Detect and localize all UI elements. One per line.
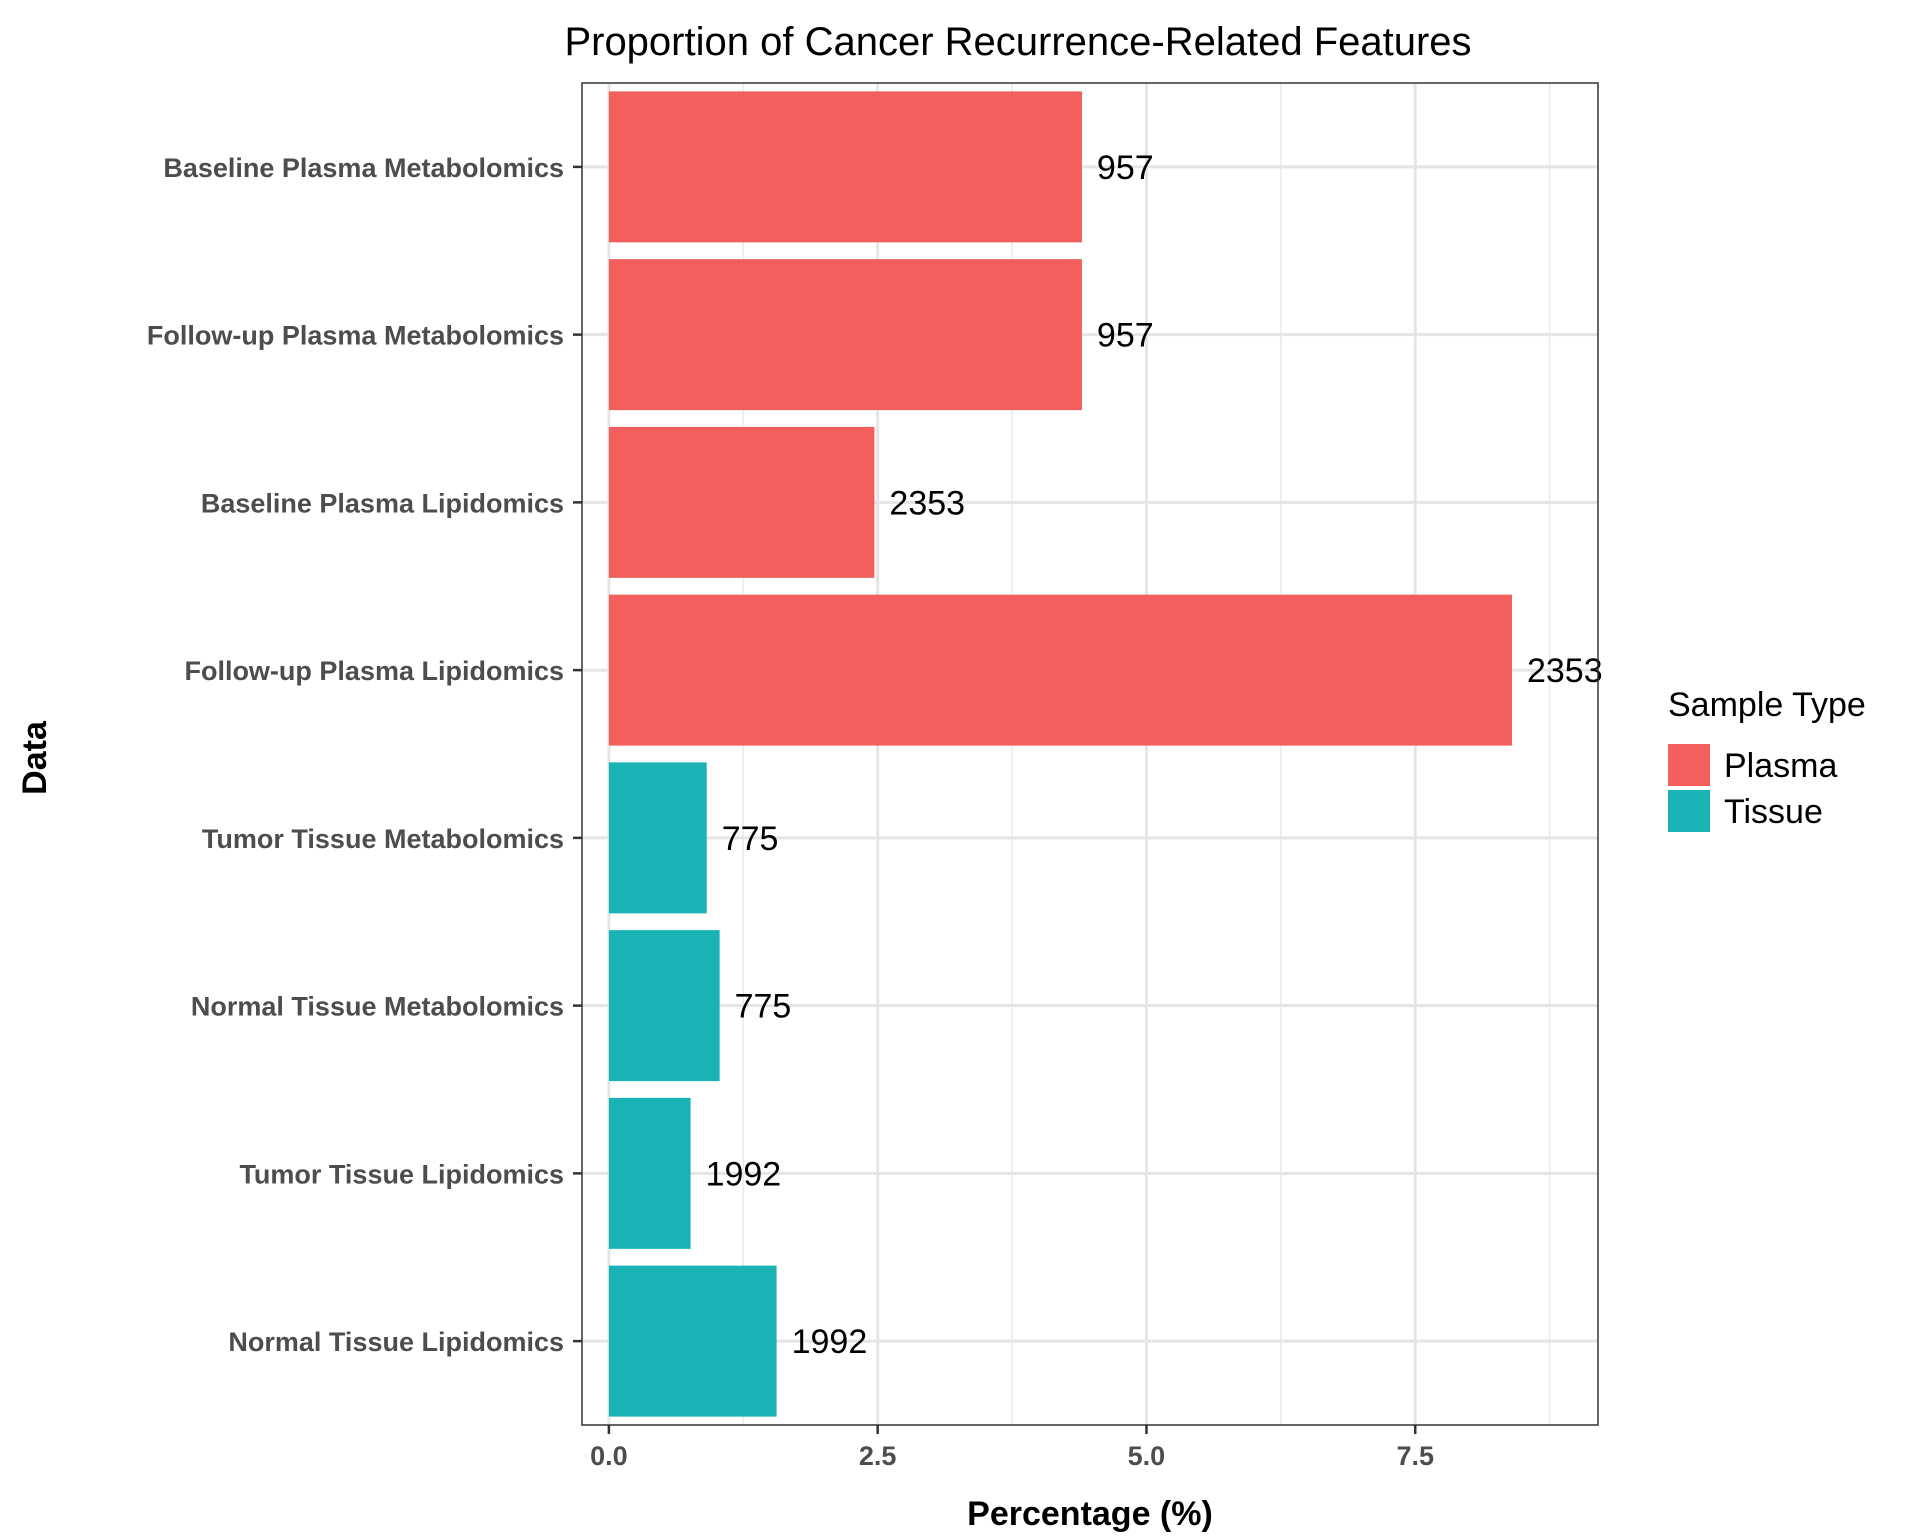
data-label: 2353 — [889, 484, 965, 522]
y-tick-label: Normal Tissue Metabolomics — [191, 992, 564, 1022]
x-tick-label: 0.0 — [590, 1441, 628, 1471]
plot-border — [581, 82, 1599, 1426]
data-labels: 957 957 2353 2353 775 775 1992 1992 — [706, 149, 1603, 1361]
bar — [608, 426, 875, 578]
y-axis: Baseline Plasma Metabolomics Follow-up Pl… — [147, 153, 582, 1357]
data-label: 2353 — [1527, 652, 1603, 690]
data-label: 1992 — [792, 1323, 868, 1361]
bar — [608, 91, 1082, 243]
bar — [608, 1265, 777, 1417]
bar — [608, 594, 1512, 746]
bar — [608, 762, 707, 914]
y-tick-label: Baseline Plasma Metabolomics — [163, 153, 564, 183]
legend-items: Plasma Tissue — [1668, 744, 1837, 832]
data-label: 957 — [1097, 149, 1154, 187]
legend-swatch — [1668, 790, 1710, 832]
y-tick-label: Follow-up Plasma Lipidomics — [184, 656, 564, 686]
y-tick-label: Normal Tissue Lipidomics — [228, 1327, 564, 1357]
legend-label: Tissue — [1724, 793, 1823, 831]
legend-swatch — [1668, 744, 1710, 786]
bar — [608, 1097, 691, 1249]
bar — [608, 930, 720, 1082]
bars — [608, 91, 1512, 1417]
plot-area: 957 957 2353 2353 775 775 1992 1992 — [581, 82, 1603, 1426]
x-axis: 0.0 2.5 5.0 7.5 — [590, 1425, 1434, 1471]
x-tick-label: 5.0 — [1128, 1441, 1166, 1471]
x-tick-label: 7.5 — [1396, 1441, 1434, 1471]
chart-title: Proportion of Cancer Recurrence-Related … — [564, 20, 1471, 64]
y-tick-label: Baseline Plasma Lipidomics — [201, 488, 564, 518]
legend: Sample Type Plasma Tissue — [1668, 686, 1866, 832]
y-axis-title: Data — [16, 720, 54, 795]
y-tick-label: Follow-up Plasma Metabolomics — [147, 321, 564, 351]
legend-title: Sample Type — [1668, 686, 1866, 724]
bar — [608, 259, 1082, 411]
data-label: 957 — [1097, 317, 1154, 355]
y-tick-label: Tumor Tissue Lipidomics — [239, 1159, 564, 1189]
data-label: 775 — [735, 988, 792, 1026]
legend-label: Plasma — [1724, 747, 1837, 785]
data-label: 775 — [722, 820, 779, 858]
y-tick-label: Tumor Tissue Metabolomics — [202, 824, 564, 854]
data-label: 1992 — [706, 1155, 782, 1193]
x-tick-label: 2.5 — [859, 1441, 897, 1471]
x-axis-title: Percentage (%) — [967, 1495, 1213, 1533]
